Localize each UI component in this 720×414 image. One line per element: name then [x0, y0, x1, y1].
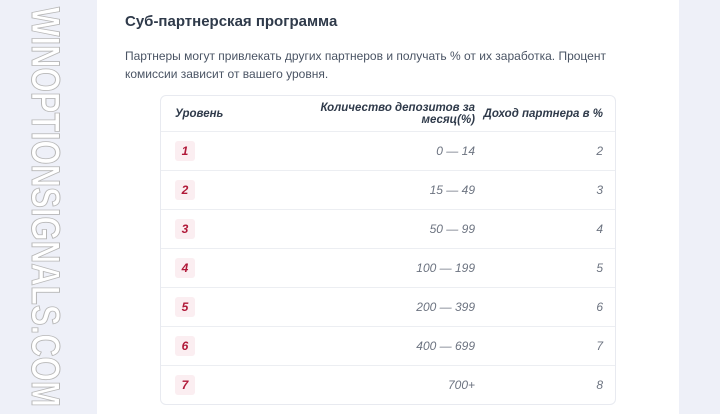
level-badge: 2 [175, 180, 195, 200]
deposits-cell: 700+ [447, 378, 475, 392]
level-cell: 4 [161, 258, 271, 278]
table-row: 7 700+ 8 [161, 365, 615, 404]
section-description: Партнеры могут привлекать других партнер… [125, 49, 606, 81]
watermark-text: WINOPTIONSIGNALS.COM [23, 7, 67, 407]
income-cell: 6 [596, 300, 603, 314]
table-row: 1 0 — 14 2 [161, 131, 615, 170]
header-level: Уровень [175, 107, 224, 120]
deposits-cell: 200 — 399 [416, 300, 475, 314]
deposits-cell: 0 — 14 [436, 144, 475, 158]
levels-table: Уровень Количество депозитов за месяц(%)… [160, 95, 616, 405]
header-deposits: Количество депозитов за месяц(%) [320, 101, 475, 126]
income-cell: 2 [596, 144, 603, 158]
sub-partner-card: Суб-партнерская программа Партнеры могут… [97, 0, 679, 414]
table-header: Уровень Количество депозитов за месяц(%)… [161, 96, 615, 131]
income-cell: 3 [596, 183, 603, 197]
table-row: 3 50 — 99 4 [161, 209, 615, 248]
level-badge: 5 [175, 297, 195, 317]
table-row: 6 400 — 699 7 [161, 326, 615, 365]
level-cell: 3 [161, 219, 271, 239]
level-cell: 6 [161, 336, 271, 356]
level-cell: 2 [161, 180, 271, 200]
level-badge: 1 [175, 141, 195, 161]
table-body: 1 0 — 14 2 2 15 — 49 3 3 50 — 99 4 4 100 — 199 5 5 20… [161, 131, 615, 404]
header-income: Доход партнера в % [483, 107, 603, 120]
section-title: Суб-партнерская программа [125, 13, 338, 30]
income-cell: 5 [596, 261, 603, 275]
income-cell: 4 [596, 222, 603, 236]
level-badge: 6 [175, 336, 195, 356]
income-cell: 7 [596, 339, 603, 353]
level-cell: 1 [161, 141, 271, 161]
deposits-cell: 400 — 699 [416, 339, 475, 353]
table-row: 2 15 — 49 3 [161, 170, 615, 209]
deposits-cell: 50 — 99 [429, 222, 475, 236]
table-row: 5 200 — 399 6 [161, 287, 615, 326]
table-row: 4 100 — 199 5 [161, 248, 615, 287]
level-cell: 5 [161, 297, 271, 317]
watermark: WINOPTIONSIGNALS.COM [23, 7, 68, 408]
level-badge: 7 [175, 375, 195, 395]
deposits-cell: 100 — 199 [416, 261, 475, 275]
level-badge: 3 [175, 219, 195, 239]
level-badge: 4 [175, 258, 195, 278]
income-cell: 8 [596, 378, 603, 392]
level-cell: 7 [161, 375, 271, 395]
deposits-cell: 15 — 49 [429, 183, 475, 197]
